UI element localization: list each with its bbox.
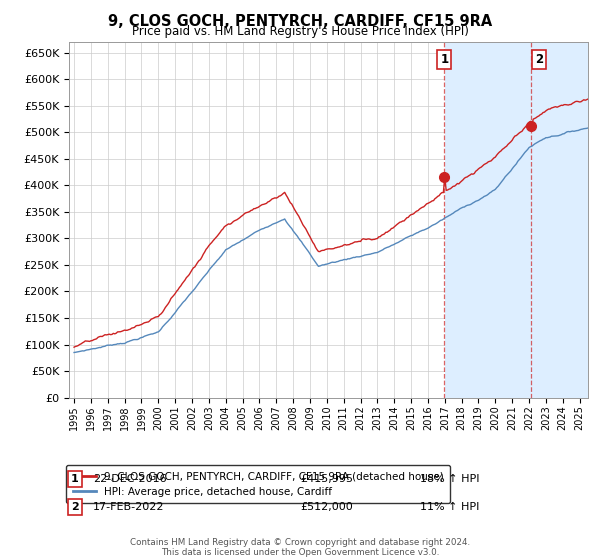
Text: 17-FEB-2022: 17-FEB-2022	[93, 502, 164, 512]
Text: 2: 2	[535, 53, 544, 66]
Text: £512,000: £512,000	[300, 502, 353, 512]
Text: Price paid vs. HM Land Registry's House Price Index (HPI): Price paid vs. HM Land Registry's House …	[131, 25, 469, 38]
Legend: 9, CLOS GOCH, PENTYRCH, CARDIFF, CF15 9RA (detached house), HPI: Average price, : 9, CLOS GOCH, PENTYRCH, CARDIFF, CF15 9R…	[67, 465, 450, 503]
Text: 18% ↑ HPI: 18% ↑ HPI	[420, 474, 479, 484]
Text: 9, CLOS GOCH, PENTYRCH, CARDIFF, CF15 9RA: 9, CLOS GOCH, PENTYRCH, CARDIFF, CF15 9R…	[108, 14, 492, 29]
Text: 11% ↑ HPI: 11% ↑ HPI	[420, 502, 479, 512]
Text: 1: 1	[71, 474, 79, 484]
Text: 2: 2	[71, 502, 79, 512]
Text: £415,995: £415,995	[300, 474, 353, 484]
Text: Contains HM Land Registry data © Crown copyright and database right 2024.
This d: Contains HM Land Registry data © Crown c…	[130, 538, 470, 557]
Text: 1: 1	[440, 53, 448, 66]
Text: 22-DEC-2016: 22-DEC-2016	[93, 474, 167, 484]
